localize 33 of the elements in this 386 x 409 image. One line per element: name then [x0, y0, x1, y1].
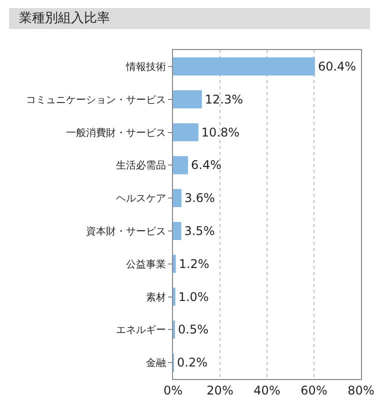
x-tick-label: 80%	[348, 383, 374, 398]
data-label: 60.4%	[318, 59, 356, 74]
y-tick-label: 素材	[146, 291, 166, 304]
data-label: 12.3%	[204, 92, 244, 106]
y-tick-label: 情報技術	[125, 60, 166, 73]
bar	[173, 156, 188, 174]
bar	[173, 90, 202, 108]
y-tick-label: 生活必需品	[116, 160, 166, 172]
y-tick-label: 公益事業	[126, 258, 166, 270]
x-tick-label: 60%	[300, 383, 328, 398]
x-tick-label: 40%	[254, 383, 280, 398]
y-tick-label: エネルギー	[116, 324, 166, 336]
data-label: 3.5%	[184, 224, 215, 238]
y-tick-label: 金融	[146, 357, 166, 370]
bar	[173, 254, 176, 273]
data-label: 6.4%	[191, 158, 222, 172]
data-label: 0.2%	[177, 356, 208, 370]
x-tick-label: 0%	[163, 383, 183, 398]
y-tick-label: コミュニケーション・サービス	[26, 94, 166, 106]
bar	[173, 123, 198, 142]
text: 業種別組入比率	[9, 8, 370, 29]
data-label: 3.6%	[184, 191, 215, 206]
x-tick-label: 20%	[206, 383, 234, 398]
y-tick-label: 資本財・サービス	[86, 225, 166, 238]
data-label: 10.8%	[201, 125, 240, 140]
bar	[173, 189, 182, 208]
bar	[173, 57, 315, 76]
bar	[173, 222, 182, 240]
y-tick-label: 一般消費財・サービス	[66, 126, 166, 139]
data-label: 0.5%	[178, 322, 208, 337]
data-label: 1.0%	[178, 290, 209, 304]
data-label: 1.2%	[178, 256, 210, 271]
y-tick-label: ヘルスケア	[116, 194, 166, 205]
